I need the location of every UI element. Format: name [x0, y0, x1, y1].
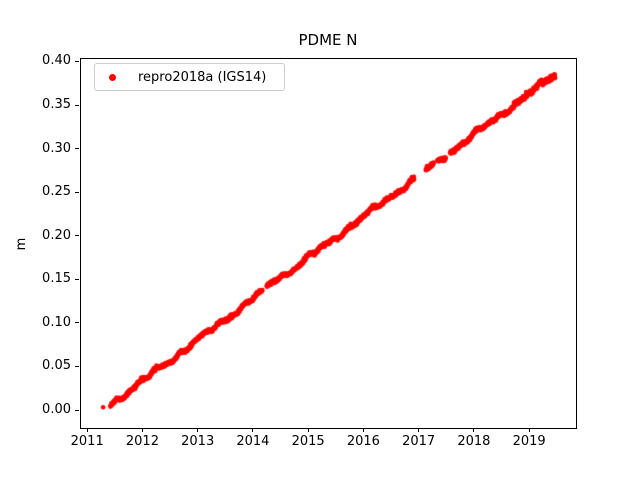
x-tick-mark [528, 428, 530, 432]
y-tick-label: 0.30 [42, 140, 71, 156]
x-tick-mark [307, 428, 309, 432]
y-tick-mark [75, 235, 79, 237]
y-tick-label: 0.15 [42, 271, 71, 287]
chart-title: PDME N [298, 31, 358, 49]
legend-box: repro2018a (IGS14) [94, 63, 285, 91]
x-tick-label: 2017 [402, 434, 436, 449]
y-tick-mark [75, 60, 79, 62]
y-tick-label: 0.20 [42, 227, 71, 243]
x-tick-label: 2016 [346, 434, 380, 449]
y-tick-mark [75, 365, 79, 367]
x-tick-mark [473, 428, 475, 432]
x-tick-label: 2019 [512, 434, 546, 449]
y-tick-mark [75, 148, 79, 150]
x-tick-mark [197, 428, 199, 432]
x-tick-mark [362, 428, 364, 432]
y-tick-label: 0.10 [42, 314, 71, 330]
x-tick-label: 2012 [125, 434, 159, 449]
y-tick-mark [75, 322, 79, 324]
x-tick-mark [252, 428, 254, 432]
legend-label: repro2018a (IGS14) [138, 69, 267, 85]
y-tick-mark [75, 104, 79, 106]
scatter-plot-canvas [80, 58, 575, 427]
x-tick-label: 2011 [70, 434, 104, 449]
y-tick-mark [75, 191, 79, 193]
x-tick-label: 2014 [236, 434, 270, 449]
y-tick-label: 0.35 [42, 97, 71, 113]
x-tick-label: 2015 [291, 434, 325, 449]
x-tick-label: 2013 [181, 434, 215, 449]
legend-marker-dot-icon [109, 73, 116, 81]
y-tick-label: 0.00 [42, 402, 71, 417]
y-tick-label: 0.05 [42, 358, 71, 374]
x-tick-mark [86, 428, 88, 432]
y-tick-mark [75, 409, 79, 411]
x-tick-mark [418, 428, 420, 432]
y-tick-label: 0.40 [42, 53, 71, 69]
y-tick-label: 0.25 [42, 184, 71, 200]
y-tick-mark [75, 278, 79, 280]
x-tick-label: 2018 [457, 434, 491, 449]
x-tick-mark [141, 428, 143, 432]
